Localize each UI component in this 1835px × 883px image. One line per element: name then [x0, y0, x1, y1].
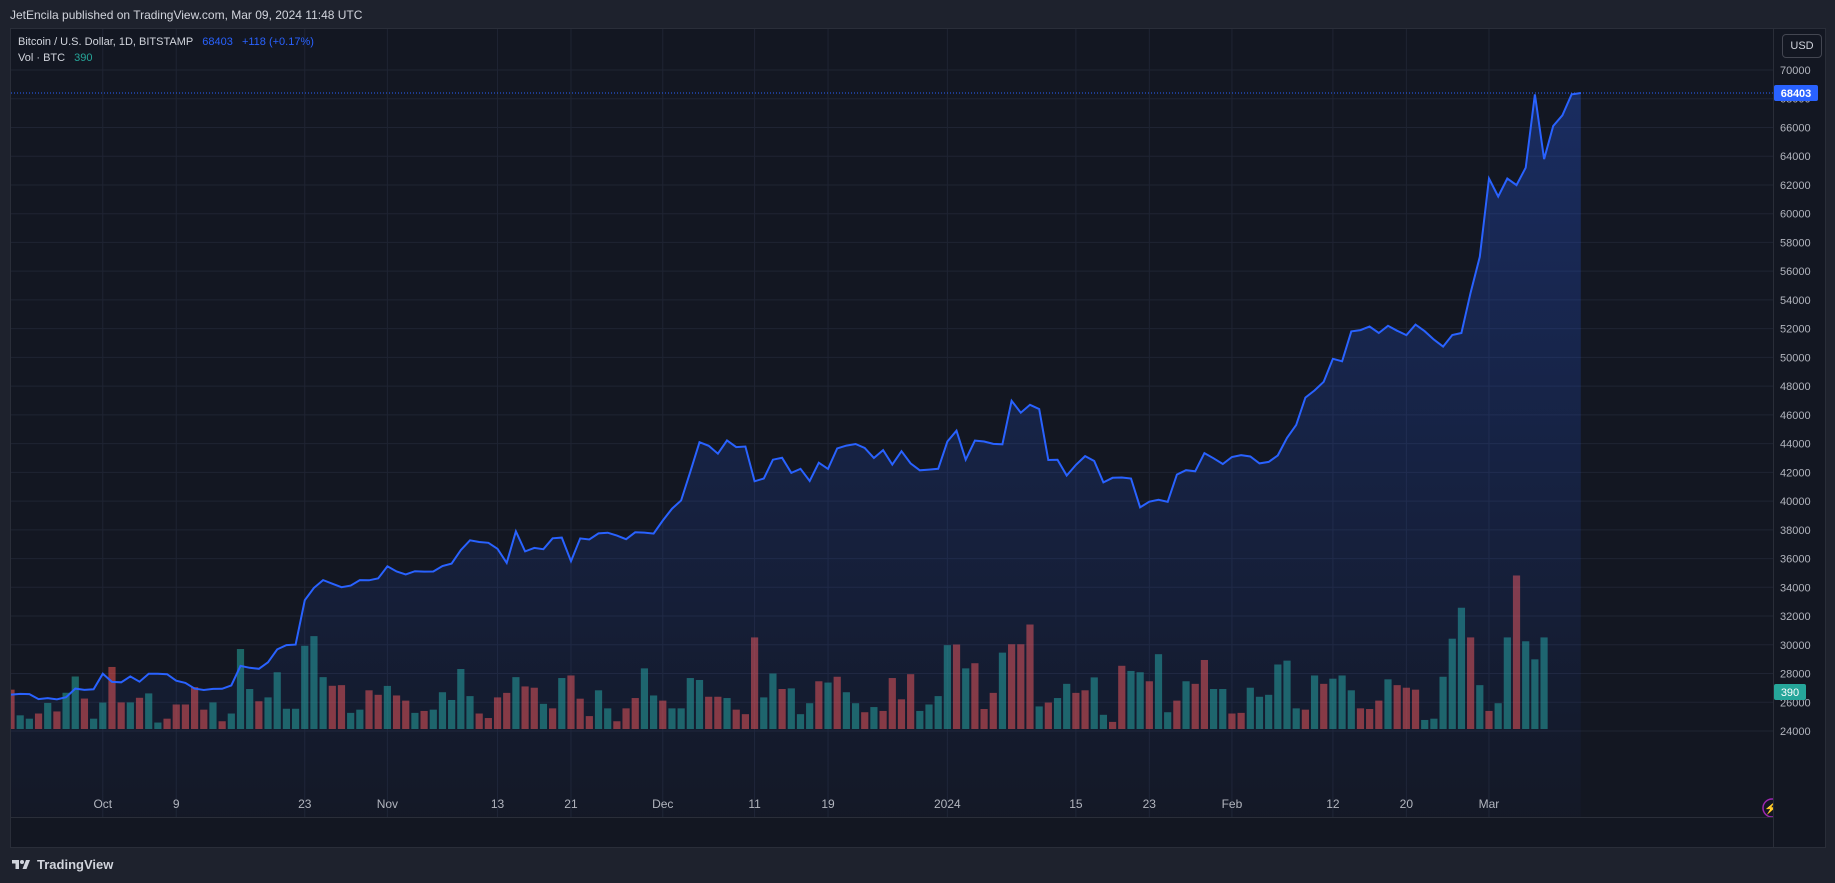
- price-change: +118 (+0.17%): [241, 36, 314, 48]
- price-axis-label: 32000: [1780, 611, 1811, 623]
- price-axis-label: 48000: [1780, 381, 1811, 393]
- publish-text: JetEncila published on TradingView.com, …: [10, 8, 363, 22]
- time-axis-label: Mar: [1479, 797, 1500, 811]
- price-chart[interactable]: Oct 9 23 Nov 13 21 Dec 11 19 2024 15 23 Feb 12 20 Mar ⚡: [11, 29, 1773, 817]
- price-axis-label: 50000: [1780, 352, 1811, 364]
- time-axis-label: Dec: [652, 797, 673, 811]
- price-axis-label: 52000: [1780, 324, 1811, 336]
- tradingview-logo[interactable]: TradingView: [10, 857, 113, 872]
- time-axis-label: 13: [491, 797, 505, 811]
- chart-pane[interactable]: Oct 9 23 Nov 13 21 Dec 11 19 2024 15 23 Feb 12 20 Mar ⚡…: [10, 28, 1826, 848]
- volume-tag-text: 390: [1781, 687, 1799, 699]
- price-axis-label: 38000: [1780, 525, 1811, 537]
- price-axis-label: 56000: [1780, 266, 1811, 278]
- price-axis-label: 42000: [1780, 467, 1811, 479]
- price-axis-label: 40000: [1780, 496, 1811, 508]
- price-axis-labels: 24000 26000 28000 30000 32000 34000 36000 38000…: [1780, 65, 1811, 738]
- price-axis-label: 30000: [1780, 640, 1811, 652]
- price-axis-label: 44000: [1780, 439, 1811, 451]
- legend-main-row[interactable]: Bitcoin / U.S. Dollar, 1D, BITSTAMP 6840…: [18, 34, 320, 50]
- last-price: 68403: [202, 36, 233, 48]
- legend: Bitcoin / U.S. Dollar, 1D, BITSTAMP 6840…: [18, 34, 320, 66]
- time-axis-label: 19: [821, 797, 835, 811]
- time-axis-label: 20: [1400, 797, 1414, 811]
- price-axis[interactable]: USD 24000 26000 28000 30000 32000 34000 36000 3…: [1773, 29, 1825, 847]
- legend-volume-row[interactable]: Vol · BTC 390: [18, 50, 320, 66]
- time-axis-label: Oct: [93, 797, 112, 811]
- volume-tag: 390: [1774, 684, 1806, 700]
- time-axis-label: 15: [1069, 797, 1083, 811]
- tradingview-logo-icon: [12, 859, 30, 869]
- time-axis-label: 12: [1326, 797, 1340, 811]
- lightning-icon: [1762, 798, 1773, 817]
- publish-header: JetEncila published on TradingView.com, …: [0, 0, 1835, 28]
- time-axis-label: Feb: [1222, 797, 1243, 811]
- price-axis-label: 36000: [1780, 554, 1811, 566]
- volume-value: 390: [74, 52, 93, 64]
- time-axis-label: 23: [1143, 797, 1157, 811]
- time-axis-label: 21: [564, 797, 578, 811]
- price-axis-label: 54000: [1780, 295, 1811, 307]
- footer: TradingView: [0, 848, 1835, 883]
- price-axis-scale: 24000 26000 28000 30000 32000 34000 36000 38000…: [1774, 65, 1818, 738]
- time-axis-border: [11, 817, 1773, 818]
- price-line: [11, 92, 1581, 701]
- price-axis-label: 58000: [1780, 237, 1811, 249]
- last-price-tag: 68403: [1774, 84, 1818, 101]
- price-axis-label: 26000: [1780, 697, 1811, 709]
- time-axis-label: 9: [173, 797, 180, 811]
- time-axis-label: 23: [298, 797, 312, 811]
- currency-button[interactable]: USD: [1782, 34, 1822, 58]
- symbol-title[interactable]: Bitcoin / U.S. Dollar, 1D, BITSTAMP: [18, 36, 194, 48]
- price-axis-label: 28000: [1780, 669, 1811, 681]
- brand-name: TradingView: [37, 857, 114, 872]
- price-axis-label: 70000: [1780, 65, 1811, 77]
- price-axis-label: 64000: [1780, 151, 1811, 163]
- indicator-badge: ⚡: [1762, 798, 1773, 817]
- price-area: [11, 93, 1581, 817]
- price-axis-label: 62000: [1780, 180, 1811, 192]
- time-axis-label: Nov: [377, 797, 398, 811]
- price-axis-label: 24000: [1780, 726, 1811, 738]
- price-axis-label: 66000: [1780, 122, 1811, 134]
- time-axis-label: 2024: [934, 797, 961, 811]
- time-axis-label: 11: [748, 797, 761, 811]
- svg-text:⚡: ⚡: [1764, 802, 1773, 815]
- last-price-tag-text: 68403: [1781, 88, 1812, 100]
- volume-title[interactable]: Vol · BTC: [18, 52, 66, 64]
- price-axis-label: 46000: [1780, 410, 1811, 422]
- time-axis-labels: Oct 9 23 Nov 13 21 Dec 11 19 2024 15 23 Feb 12 20 Mar: [93, 797, 1499, 811]
- price-axis-label: 60000: [1780, 209, 1811, 221]
- price-axis-label: 34000: [1780, 582, 1811, 594]
